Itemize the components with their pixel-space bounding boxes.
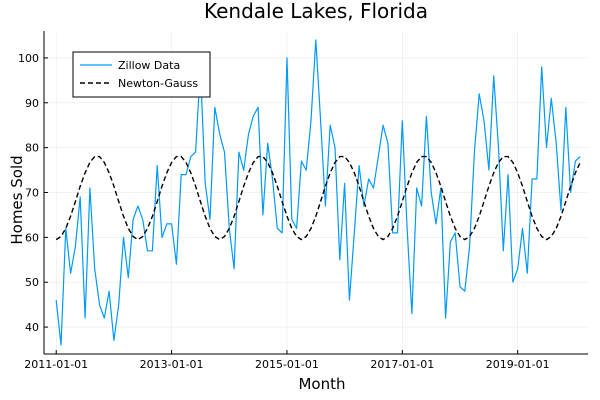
y-tick-label: 60 <box>25 231 39 244</box>
x-tick-label: 2019-01-01 <box>486 358 550 371</box>
series-line-zillow-data <box>55 39 581 346</box>
y-tick-label: 40 <box>25 321 39 334</box>
legend-label-newton-gauss: Newton-Gauss <box>118 77 198 90</box>
x-tick-label: 2015-01-01 <box>255 358 319 371</box>
y-tick-label: 100 <box>18 52 39 65</box>
y-tick-label: 70 <box>25 187 39 200</box>
legend-label-zillow-data: Zillow Data <box>118 59 180 72</box>
series-group <box>55 39 581 346</box>
y-tick-label: 80 <box>25 142 39 155</box>
chart-title: Kendale Lakes, Florida <box>204 0 428 23</box>
x-tick-label: 2017-01-01 <box>370 358 434 371</box>
y-tick-label: 50 <box>25 276 39 289</box>
series-line-newton-gauss <box>55 155 581 241</box>
y-axis-label: Homes Sold <box>8 155 26 244</box>
axes: 2011-01-01 2013-01-01 2015-01-01 2017-01-01… <box>18 31 588 371</box>
legend: Zillow Data Newton-Gauss <box>72 51 211 98</box>
y-tick-label: 90 <box>25 97 39 110</box>
x-tick-label: 2011-01-01 <box>24 358 88 371</box>
legend-box <box>72 51 211 98</box>
x-tick-label: 2013-01-01 <box>140 358 204 371</box>
x-axis-label: Month <box>298 375 345 393</box>
